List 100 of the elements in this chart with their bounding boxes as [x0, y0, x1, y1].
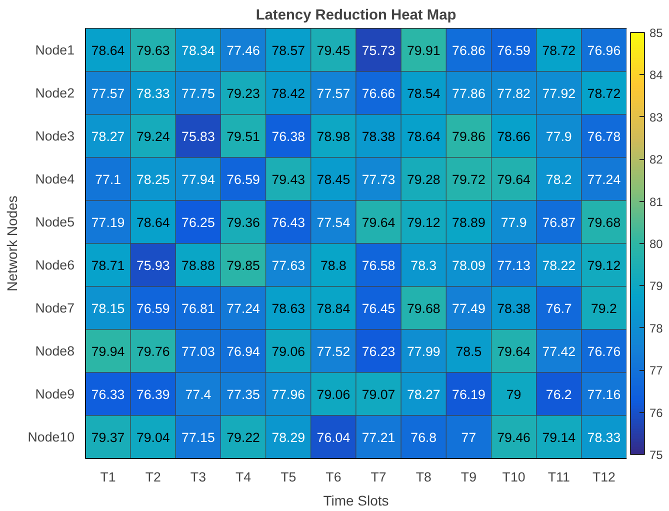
data-label: 77.96	[272, 387, 306, 402]
x-tick-label: T9	[460, 470, 476, 484]
data-label: 78.29	[272, 430, 306, 445]
data-label: 78.27	[406, 387, 440, 402]
y-tick-label: Node10	[28, 430, 75, 444]
data-label: 79.64	[497, 172, 532, 187]
data-label: 78.09	[452, 258, 486, 273]
data-label: 77.19	[91, 215, 125, 230]
data-label: 78.89	[452, 215, 486, 230]
data-label: 78.22	[542, 258, 576, 273]
data-label: 79.86	[452, 129, 486, 144]
data-label: 78.84	[316, 301, 351, 316]
x-tick-label: T1	[100, 470, 116, 484]
data-label: 77.94	[182, 172, 216, 187]
y-tick-label: Node1	[35, 42, 75, 58]
data-label: 75.83	[182, 129, 215, 144]
x-tick-label: T2	[145, 470, 161, 484]
color-bar-label: 82	[650, 152, 664, 167]
data-label: 77.99	[406, 344, 440, 359]
data-label: 79.06	[272, 344, 306, 359]
color-bar-label: 79	[650, 279, 664, 294]
data-label: 77.46	[226, 43, 260, 58]
data-label: 77.75	[182, 86, 215, 101]
data-label: 79.51	[226, 129, 260, 144]
data-label: 76.39	[136, 387, 170, 402]
data-label: 76.76	[587, 344, 621, 359]
data-label: 76.25	[182, 215, 215, 230]
data-label: 76.59	[136, 301, 170, 316]
data-label: 78.54	[406, 86, 441, 101]
data-label: 79.64	[362, 215, 396, 230]
x-tick-label: T8	[416, 470, 432, 484]
x-tick-label: T11	[548, 470, 570, 484]
data-label: 78.42	[272, 86, 306, 101]
data-label: 76.78	[587, 129, 621, 144]
data-label: 78.3	[410, 258, 437, 273]
data-label: 77.52	[316, 344, 350, 359]
data-label: 79.2	[590, 301, 617, 316]
x-tick-label: T5	[280, 470, 296, 484]
data-label: 77.4	[185, 387, 212, 402]
x-tick-label: T4	[236, 470, 252, 484]
color-bar-label: 81	[650, 194, 664, 209]
data-label: 75.93	[136, 258, 170, 273]
data-label: 77.16	[587, 387, 621, 402]
data-label: 77.57	[316, 86, 350, 101]
data-label: 79.46	[497, 430, 530, 445]
color-bar-label: 85	[650, 26, 664, 40]
y-tick-label: Node5	[35, 214, 75, 230]
data-label: 78.27	[91, 129, 125, 144]
data-label: 79.37	[91, 430, 125, 445]
data-label: 79.23	[226, 86, 260, 101]
data-label: 76.38	[272, 129, 306, 144]
data-label: 76.23	[362, 344, 396, 359]
data-label: 76.94	[226, 344, 261, 359]
data-label: 78.33	[136, 86, 170, 101]
data-label: 76.59	[226, 172, 260, 187]
data-label: 79.12	[587, 258, 621, 273]
data-label: 78.71	[91, 258, 125, 273]
data-label: 77.24	[226, 301, 261, 316]
data-label: 79.63	[136, 43, 170, 58]
data-label: 78.25	[136, 172, 170, 187]
data-label: 77.54	[316, 215, 351, 230]
data-label: 76.2	[546, 387, 572, 402]
data-label: 79	[506, 387, 522, 402]
data-label: 79.14	[542, 430, 576, 445]
data-label: 77.13	[497, 258, 530, 273]
data-label: 78.5	[456, 344, 482, 359]
data-label: 78.8	[320, 258, 346, 273]
color-bar-label: 75	[650, 448, 664, 462]
data-label: 76.66	[362, 86, 396, 101]
data-label: 77.35	[226, 387, 260, 402]
data-label: 76.43	[272, 215, 306, 230]
y-tick-label: Node9	[35, 386, 75, 402]
data-label: 78.64	[91, 43, 126, 58]
data-label: 79.04	[136, 430, 170, 445]
data-label: 76.04	[316, 430, 351, 445]
data-label: 79.68	[587, 215, 621, 230]
data-label: 76.58	[362, 258, 396, 273]
y-tick-label: Node6	[35, 258, 75, 272]
data-label: 79.68	[406, 301, 440, 316]
y-axis-title: Network Nodes	[4, 196, 20, 292]
data-label: 79.12	[406, 215, 440, 230]
x-tick-label: T7	[370, 470, 386, 484]
data-label: 77.21	[362, 430, 396, 445]
data-label: 79.22	[226, 430, 260, 445]
data-label: 79.72	[452, 172, 486, 187]
color-bar-label: 76	[650, 406, 664, 420]
data-label: 79.91	[406, 43, 440, 58]
data-label: 76.45	[362, 301, 396, 316]
x-tick-label: T3	[190, 470, 206, 484]
x-tick-label: T6	[326, 470, 342, 484]
data-label: 77.03	[182, 344, 215, 359]
color-bar-label: 80	[650, 237, 664, 251]
data-label: 76.33	[91, 387, 125, 402]
data-label: 77.9	[546, 129, 572, 144]
data-label: 78.34	[182, 43, 216, 58]
data-label: 79.43	[272, 172, 306, 187]
data-label: 75.73	[362, 43, 396, 58]
y-tick-label: Node3	[35, 128, 75, 144]
data-label: 78.38	[362, 129, 396, 144]
color-bar-label: 78	[650, 321, 664, 336]
